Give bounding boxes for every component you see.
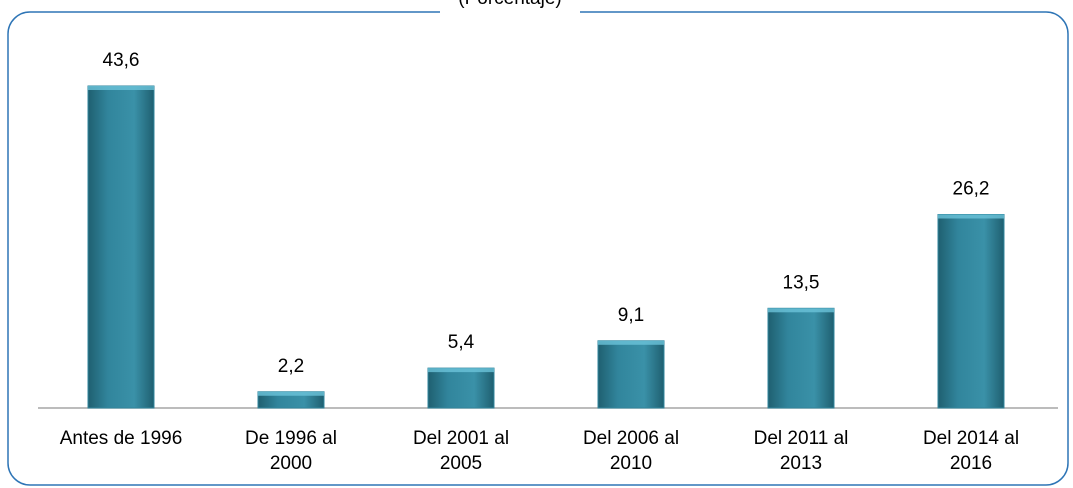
x-tick-label: Del 2014 al 2016	[922, 428, 1020, 474]
bar	[767, 307, 835, 409]
bar	[937, 214, 1005, 409]
bar-cap	[88, 86, 154, 90]
bar-cap	[938, 214, 1004, 219]
x-tick-label: Del 2001 al 2005	[412, 428, 510, 474]
x-tick-label: Del 2006 al 2010	[582, 428, 680, 474]
bar-cap	[258, 391, 324, 396]
data-label: 43,6	[103, 50, 140, 71]
title-bg	[440, 0, 580, 16]
bar-cap	[598, 340, 664, 345]
bar	[87, 85, 155, 409]
data-label: 2,2	[278, 356, 304, 377]
bar-cap	[768, 308, 834, 313]
x-tick-label: De 1996 al 2000	[245, 428, 337, 474]
frame	[7, 11, 1069, 486]
data-label: 26,2	[953, 179, 990, 200]
data-label: 5,4	[448, 332, 475, 353]
x-tick-label: Antes de 1996	[59, 428, 183, 449]
chart-title: (Porcentaje)	[458, 0, 562, 9]
bar	[427, 367, 495, 409]
bar	[597, 340, 665, 409]
bar-cap	[428, 368, 494, 373]
x-tick-label: Del 2011 al 2013	[753, 428, 849, 474]
data-label: 9,1	[618, 305, 644, 326]
data-label: 13,5	[783, 272, 820, 293]
